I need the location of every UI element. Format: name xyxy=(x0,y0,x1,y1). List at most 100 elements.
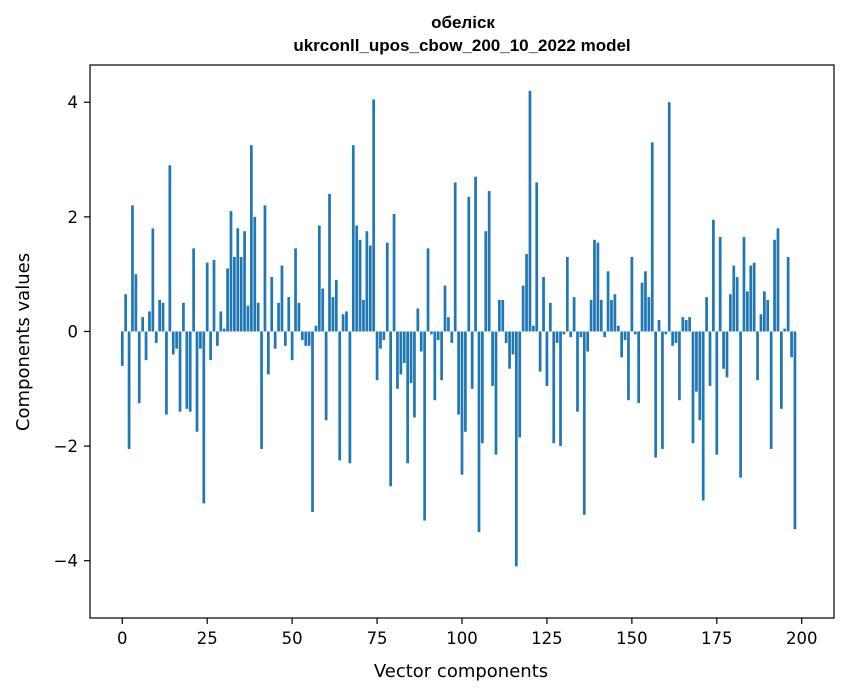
bar-135 xyxy=(579,331,583,338)
bar-179 xyxy=(729,294,732,332)
bar-131 xyxy=(565,256,569,332)
bar-61 xyxy=(328,193,331,332)
bar-14 xyxy=(168,165,172,332)
x-tick-label: 150 xyxy=(616,629,648,648)
bar-26 xyxy=(209,331,212,361)
bar-85 xyxy=(409,331,413,384)
bar-52 xyxy=(297,302,301,332)
bar-97 xyxy=(450,331,454,343)
chart-title: обеліск xyxy=(431,13,495,32)
bar-141 xyxy=(599,299,603,332)
x-axis: 0 25 50 75 100 125 150 175 200 xyxy=(117,618,817,648)
bar-11 xyxy=(158,299,161,332)
bar-83 xyxy=(402,331,406,363)
bar-165 xyxy=(681,317,685,332)
bar-45 xyxy=(273,331,277,349)
bar-16 xyxy=(175,331,178,349)
bar-9 xyxy=(151,228,155,332)
bar-8 xyxy=(148,311,151,332)
y-tick-label: 2 xyxy=(68,208,79,227)
bar-172 xyxy=(705,297,708,332)
bar-101 xyxy=(464,331,467,432)
bar-125 xyxy=(545,331,549,386)
bar-68 xyxy=(351,145,355,332)
y-tick-label: −4 xyxy=(54,552,78,571)
bar-56 xyxy=(311,331,314,512)
bar-116 xyxy=(515,331,518,567)
bar-196 xyxy=(786,256,790,332)
bar-66 xyxy=(345,311,348,332)
bar-192 xyxy=(773,239,776,332)
plot-frame xyxy=(89,64,835,619)
bar-40 xyxy=(256,302,260,332)
bar-87 xyxy=(416,308,420,332)
bar-112 xyxy=(501,299,505,332)
bar-37 xyxy=(246,305,250,332)
bar-173 xyxy=(708,331,712,386)
bar-113 xyxy=(504,331,508,343)
bar-51 xyxy=(294,248,297,332)
bars-group xyxy=(120,90,797,567)
bar-65 xyxy=(341,314,345,332)
bar-103 xyxy=(470,331,474,389)
bar-132 xyxy=(569,331,573,338)
bar-6 xyxy=(141,317,145,332)
bar-114 xyxy=(508,331,511,369)
bar-133 xyxy=(572,297,576,332)
bar-124 xyxy=(542,277,545,332)
bar-109 xyxy=(491,331,494,386)
bar-79 xyxy=(389,331,393,487)
x-tick-label: 25 xyxy=(197,629,218,648)
bar-63 xyxy=(334,279,338,332)
bar-72 xyxy=(365,231,369,332)
bar-162 xyxy=(671,331,674,346)
bar-62 xyxy=(331,297,335,332)
bar-93 xyxy=(436,331,440,341)
bar-36 xyxy=(243,231,246,332)
bar-50 xyxy=(290,331,294,361)
bar-59 xyxy=(321,288,325,332)
bar-43 xyxy=(267,331,270,375)
bar-94 xyxy=(440,331,443,381)
bar-25 xyxy=(205,262,209,332)
bar-49 xyxy=(287,297,291,332)
bar-95 xyxy=(443,285,447,332)
bar-111 xyxy=(498,299,501,332)
bar-106 xyxy=(481,331,484,444)
bar-80 xyxy=(392,213,396,332)
bar-178 xyxy=(725,331,729,378)
bar-159 xyxy=(661,331,664,449)
bar-2 xyxy=(127,331,131,449)
bar-91 xyxy=(430,331,433,335)
bar-123 xyxy=(538,331,542,372)
x-tick-label: 100 xyxy=(446,629,478,648)
bar-30 xyxy=(222,328,226,332)
bar-183 xyxy=(742,236,746,332)
bar-71 xyxy=(362,299,365,332)
bar-121 xyxy=(531,325,535,332)
bar-167 xyxy=(688,317,691,332)
bar-150 xyxy=(630,256,634,332)
bar-64 xyxy=(338,331,342,461)
y-axis: −4 −2 0 2 4 xyxy=(54,93,90,571)
bar-140 xyxy=(596,242,600,332)
bar-176 xyxy=(718,236,722,332)
bar-84 xyxy=(406,331,409,464)
bar-198 xyxy=(793,331,797,530)
bar-182 xyxy=(739,331,742,478)
bar-27 xyxy=(212,259,216,332)
bar-195 xyxy=(783,328,787,332)
bar-78 xyxy=(385,242,389,332)
bar-161 xyxy=(667,102,671,332)
bar-55 xyxy=(307,331,311,346)
bar-190 xyxy=(766,299,770,332)
bar-58 xyxy=(317,225,321,332)
bar-100 xyxy=(460,331,464,475)
bar-170 xyxy=(698,331,702,421)
y-tick-label: 0 xyxy=(68,322,79,341)
bar-41 xyxy=(260,331,263,449)
bar-180 xyxy=(732,265,736,332)
bar-42 xyxy=(263,205,267,332)
x-tick-label: 125 xyxy=(531,629,563,648)
bar-122 xyxy=(535,182,539,332)
